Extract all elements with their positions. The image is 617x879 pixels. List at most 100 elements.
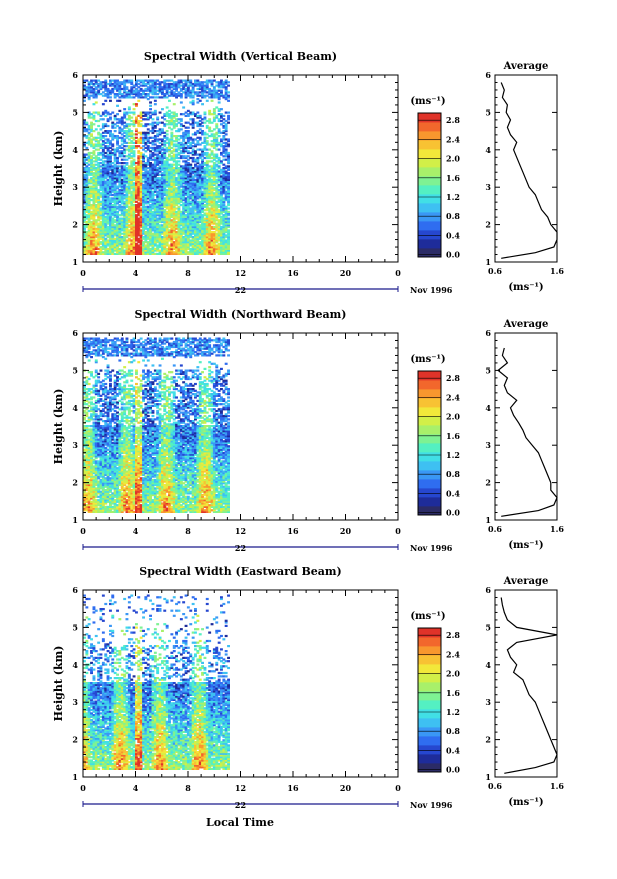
heatmap-cell — [97, 112, 100, 114]
heatmap-cell — [152, 118, 155, 120]
heatmap-cell — [227, 218, 230, 220]
heatmap-cell — [192, 118, 195, 120]
heatmap-cell — [227, 81, 230, 83]
heatmap-cell — [156, 117, 159, 119]
heatmap-cell — [199, 137, 202, 139]
colorbar-tick-label: 1.2 — [446, 192, 460, 202]
heatmap-cell — [104, 135, 107, 137]
average-x-label: (ms⁻¹) — [508, 282, 543, 293]
heatmap-cell — [116, 113, 119, 115]
heatmap-cell — [154, 100, 157, 102]
heatmap-cell — [133, 150, 136, 152]
colorbar-tick-label: 0.8 — [446, 211, 460, 221]
heatmap-cell — [104, 80, 107, 82]
heatmap-cell — [206, 140, 209, 142]
colorbar-swatch — [418, 221, 441, 230]
heatmap-cell — [137, 100, 140, 102]
heatmap-cell — [227, 152, 230, 154]
heatmap-cell — [220, 108, 223, 110]
heatmap-cell — [189, 80, 192, 82]
heatmap-cell — [211, 100, 214, 102]
colorbar-tick-label: 0.4 — [446, 230, 460, 240]
heatmap-cell — [166, 133, 169, 135]
heatmap-cell — [227, 229, 230, 231]
heatmap-cell — [199, 115, 202, 117]
heatmap-cell — [149, 108, 152, 110]
average-y-tick-label: 6 — [485, 70, 491, 80]
colorbar-swatch — [418, 176, 441, 185]
colorbar-swatch — [418, 113, 441, 122]
colorbar-swatch — [418, 149, 441, 158]
heatmap-cell — [204, 112, 207, 114]
heatmap-cell — [180, 101, 183, 103]
heatmap-cell — [85, 122, 88, 124]
heatmap-cell — [208, 127, 211, 129]
colorbar-swatch — [418, 230, 441, 239]
average-y-tick-label: 5 — [485, 107, 491, 117]
date-label: Nov 1996 — [410, 285, 453, 295]
heatmap-cell — [206, 100, 209, 102]
heatmap-cell — [227, 91, 230, 93]
heatmap-cell — [133, 108, 136, 110]
heatmap-cell — [227, 207, 230, 209]
heatmap-cell — [154, 110, 157, 112]
heatmap-cell — [227, 115, 230, 117]
heatmap-cell — [107, 125, 110, 127]
colorbar-swatch — [418, 185, 441, 194]
x-tick-label: 0 — [80, 268, 86, 278]
heatmap-cell — [201, 103, 204, 105]
heatmap-cell — [227, 138, 230, 140]
colorbar-tick-label: 2.4 — [446, 134, 460, 144]
heatmap-cell — [133, 159, 136, 161]
heatmap-cells — [83, 338, 230, 514]
heatmap-cells — [83, 80, 230, 256]
heatmap-cell — [173, 103, 176, 105]
heatmap-cell — [187, 130, 190, 132]
heatmap-cell — [130, 130, 133, 132]
heatmap-cell — [118, 100, 121, 102]
heatmap-cell — [126, 162, 129, 164]
colorbar-unit: (ms⁻¹) — [410, 96, 445, 107]
heatmap-cell — [123, 108, 126, 110]
heatmap-cell — [227, 143, 230, 145]
colorbar-swatch — [418, 212, 441, 221]
heatmap-cell — [149, 101, 152, 103]
heatmap-cell — [201, 125, 204, 127]
heatmap-cell — [104, 100, 107, 102]
heatmap-cell — [227, 122, 230, 124]
heatmap-cell — [218, 165, 221, 167]
heatmap-cell — [178, 160, 181, 162]
heatmap-cell — [109, 100, 112, 102]
heatmap-cell — [211, 150, 214, 152]
x-tick-label: 12 — [235, 268, 246, 278]
heatmap-cell — [154, 103, 157, 105]
colorbar-swatch — [418, 239, 441, 248]
heatmap-cell — [208, 118, 211, 120]
panel-title: Spectral Width (Vertical Beam) — [144, 50, 337, 63]
average-x-tick-label: 1.6 — [550, 266, 564, 276]
colorbar-tick-label: 2.0 — [446, 154, 460, 164]
y-tick-label: 2 — [72, 220, 78, 230]
heatmap-cell — [116, 105, 119, 107]
colorbar-swatch — [418, 158, 441, 167]
average-profile-line — [501, 83, 557, 259]
heatmap-cell — [161, 128, 164, 130]
heatmap-cell — [204, 117, 207, 119]
colorbar-swatch — [418, 131, 441, 140]
y-tick-label: 4 — [72, 145, 78, 155]
heatmap-cell — [166, 130, 169, 132]
heatmap-cell — [187, 127, 190, 129]
average-title: Average — [503, 61, 549, 72]
heatmap-cell — [175, 113, 178, 115]
heatmap-cell — [93, 115, 96, 117]
y-axis-label: Height (km) — [52, 131, 65, 207]
heatmap-cell — [220, 90, 223, 92]
colorbar-swatch — [418, 203, 441, 212]
heatmap-cell — [128, 106, 131, 108]
heatmap-cell — [218, 128, 221, 130]
average-y-tick-label: 2 — [485, 220, 491, 230]
heatmap-cell — [196, 112, 199, 114]
